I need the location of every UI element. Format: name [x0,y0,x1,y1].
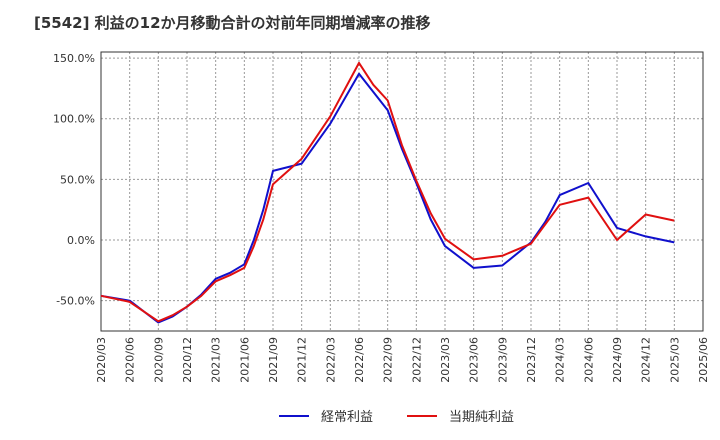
x-tick-label: 2021/09 [267,337,280,383]
x-tick-label: 2020/12 [181,337,194,383]
x-tick-label: 2021/06 [238,337,251,383]
x-tick-label: 2022/03 [324,337,337,383]
x-tick-label: 2024/03 [554,337,567,383]
y-tick-label: 100.0% [53,113,95,126]
x-tick-label: 2023/09 [496,337,509,383]
x-tick-label: 2022/12 [410,337,423,383]
plot-area [100,51,704,332]
y-tick-label: -50.0% [56,295,95,308]
series-line-2 [100,61,675,323]
y-tick-label: 150.0% [53,52,95,65]
x-tick-label: 2023/12 [525,337,538,383]
x-tick-label: 2022/06 [353,337,366,383]
x-tick-label: 2022/09 [382,337,395,383]
gridlines [100,52,704,331]
chart-title: [5542] 利益の12か月移動合計の対前年同期増減率の推移 [34,14,431,32]
x-tick-label: 2020/09 [152,337,165,383]
x-tick-label: 2024/06 [582,337,595,383]
x-tick-label: 2024/12 [640,337,653,383]
y-tick-label: 50.0% [60,173,95,186]
y-axis-ticks: 150.0% 100.0% 50.0% 0.0% -50.0% [53,52,95,308]
x-tick-label: 2021/12 [296,337,309,383]
x-tick-label: 2021/03 [210,337,223,383]
series [100,61,675,324]
x-tick-label: 2023/03 [439,337,452,383]
x-axis-ticks: 2020/03 2020/06 2020/09 2020/12 2021/03 2021/… [95,337,710,383]
x-tick-label: 2025/03 [668,337,681,383]
x-tick-label: 2020/06 [124,337,137,383]
y-tick-label: 0.0% [67,234,95,247]
legend-label: 当期純利益 [449,410,514,425]
x-tick-label: 2025/06 [697,337,710,383]
x-tick-label: 2023/06 [468,337,481,383]
legend: 経常利益 当期純利益 [279,410,514,425]
x-tick-label: 2024/09 [611,337,624,383]
legend-label: 経常利益 [321,410,373,425]
x-tick-label: 2020/03 [95,337,108,383]
